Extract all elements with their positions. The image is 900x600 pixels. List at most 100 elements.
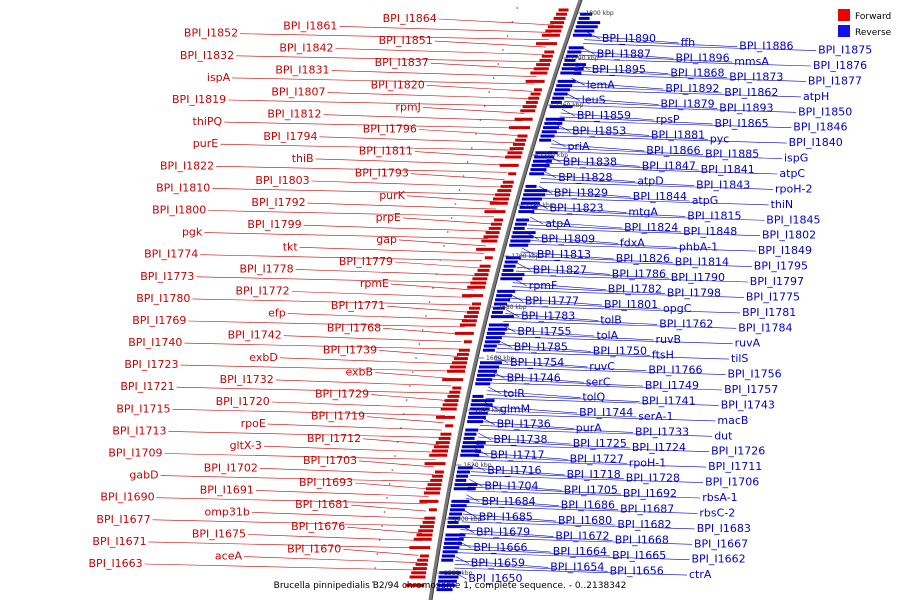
forward-gene-label: BPI_I1691 bbox=[200, 483, 254, 496]
forward-feature-arrow bbox=[541, 33, 560, 37]
reverse-feature-arrow bbox=[436, 588, 453, 592]
legend-reverse-label: Reverse bbox=[855, 28, 892, 38]
forward-feature-arrow bbox=[463, 340, 472, 344]
reverse-gene-label: BPI_I1798 bbox=[667, 287, 721, 300]
reverse-leader-line bbox=[523, 240, 677, 248]
reverse-gene-label: BPI_I1668 bbox=[615, 533, 669, 546]
forward-feature-arrow bbox=[461, 319, 477, 323]
reverse-feature-arrow bbox=[462, 441, 486, 445]
minor-tick bbox=[412, 371, 414, 373]
forward-leader-line bbox=[275, 379, 452, 387]
forward-feature-arrow bbox=[512, 142, 525, 146]
forward-feature-arrow bbox=[525, 79, 545, 83]
reverse-gene-label: macB bbox=[717, 414, 748, 427]
forward-leader-line bbox=[323, 114, 523, 121]
forward-gene-label: exbB bbox=[345, 366, 373, 379]
reverse-leader-line bbox=[500, 332, 654, 341]
forward-feature-arrow bbox=[458, 348, 470, 352]
reverse-feature-arrow bbox=[549, 105, 573, 109]
forward-feature-arrow bbox=[499, 163, 519, 167]
forward-feature-arrow bbox=[453, 357, 468, 361]
reverse-feature-arrow bbox=[567, 50, 582, 54]
reverse-gene-label: BPI_I1659 bbox=[471, 557, 525, 570]
forward-gene-label: BPI_I1772 bbox=[236, 285, 290, 298]
forward-gene-label: BPI_I1819 bbox=[172, 93, 226, 106]
reverse-gene-label: BPI_I1823 bbox=[550, 202, 604, 215]
forward-feature-arrow bbox=[509, 126, 531, 130]
reverse-feature-arrow bbox=[451, 499, 470, 503]
forward-leader-line bbox=[192, 298, 471, 306]
reverse-feature-arrow bbox=[445, 533, 466, 537]
reverse-feature-arrow bbox=[519, 205, 538, 209]
forward-gene-label: BPI_I1842 bbox=[279, 42, 333, 55]
minor-tick bbox=[397, 441, 399, 443]
reverse-leader-line bbox=[473, 456, 627, 464]
reverse-gene-label: BPI_I1667 bbox=[694, 537, 748, 550]
forward-feature-arrow bbox=[472, 302, 482, 306]
forward-leader-line bbox=[410, 173, 505, 180]
reverse-gene-label: BPI_I1896 bbox=[676, 51, 730, 64]
forward-feature-arrow bbox=[442, 403, 458, 407]
reverse-gene-label: BPI_I1850 bbox=[798, 105, 852, 118]
reverse-feature-arrow bbox=[511, 235, 534, 239]
reverse-gene-label: BPI_I1828 bbox=[558, 171, 612, 184]
forward-leader-line bbox=[259, 468, 433, 475]
reverse-leader-line bbox=[480, 421, 574, 429]
reverse-feature-arrow bbox=[495, 298, 511, 302]
forward-gene-label: BPI_I1810 bbox=[156, 181, 210, 194]
forward-leader-line bbox=[327, 92, 530, 99]
reverse-feature-arrow bbox=[437, 583, 456, 587]
reverse-gene-label: tolQ bbox=[582, 391, 605, 404]
forward-gene-label: rpoE bbox=[241, 417, 266, 430]
reverse-feature-arrow bbox=[453, 487, 476, 491]
reverse-gene-label: BPI_I1727 bbox=[570, 452, 624, 465]
forward-gene-label: BPI_I1837 bbox=[375, 56, 429, 69]
tick-label: 1800 kbp bbox=[585, 10, 613, 17]
forward-feature-arrow bbox=[505, 155, 522, 159]
reverse-gene-label: serA-1 bbox=[638, 410, 673, 423]
forward-gene-label: BPI_I1676 bbox=[291, 520, 345, 533]
forward-gene-label: rpmE bbox=[360, 277, 389, 290]
forward-feature-arrow bbox=[435, 415, 455, 419]
reverse-gene-label: BPI_I1824 bbox=[624, 221, 678, 234]
forward-leader-line bbox=[255, 490, 429, 497]
forward-feature-arrow bbox=[445, 424, 454, 428]
reverse-gene-label: BPI_I1790 bbox=[671, 271, 725, 284]
reverse-leader-line bbox=[471, 467, 565, 476]
tick-label: 1680 kbp bbox=[498, 304, 526, 311]
forward-gene-label: gltX-3 bbox=[230, 439, 262, 452]
forward-gene-label: BPI_I1715 bbox=[116, 402, 170, 415]
reverse-leader-line bbox=[581, 47, 595, 55]
reverse-gene-label: BPI_I1728 bbox=[626, 472, 680, 485]
reverse-feature-arrow bbox=[497, 289, 516, 293]
forward-leader-line bbox=[335, 48, 544, 55]
forward-leader-line bbox=[390, 283, 475, 291]
forward-leader-line bbox=[363, 438, 439, 446]
reverse-gene-label: BPI_I1783 bbox=[521, 310, 575, 323]
reverse-feature-arrow bbox=[578, 16, 590, 20]
forward-feature-arrow bbox=[434, 470, 444, 474]
reverse-leader-line bbox=[579, 54, 733, 63]
forward-feature-arrow bbox=[474, 273, 489, 277]
reverse-leader-line bbox=[542, 174, 636, 182]
reverse-leader-line bbox=[489, 378, 643, 387]
forward-gene-label: BPI_I1822 bbox=[160, 159, 214, 172]
reverse-feature-arrow bbox=[501, 273, 525, 277]
forward-gene-label: BPI_I1792 bbox=[251, 196, 305, 209]
reverse-gene-label: BPI_I1890 bbox=[602, 32, 656, 45]
forward-feature-arrow bbox=[422, 520, 435, 524]
reverse-leader-line bbox=[512, 282, 606, 290]
forward-leader-line bbox=[279, 357, 457, 365]
forward-gene-label: thiB bbox=[292, 152, 314, 165]
reverse-gene-label: BPI_I1733 bbox=[635, 425, 689, 438]
reverse-gene-label: leuS bbox=[582, 94, 606, 107]
reverse-leader-line bbox=[470, 471, 624, 479]
reverse-gene-label: BPI_I1873 bbox=[729, 71, 783, 84]
reverse-gene-label: BPI_I1650 bbox=[468, 572, 522, 585]
forward-leader-line bbox=[347, 526, 423, 534]
reverse-gene-label: opgC bbox=[663, 302, 692, 315]
reverse-leader-line bbox=[531, 213, 765, 221]
forward-feature-arrow bbox=[438, 436, 451, 440]
reverse-feature-arrow bbox=[564, 58, 576, 62]
